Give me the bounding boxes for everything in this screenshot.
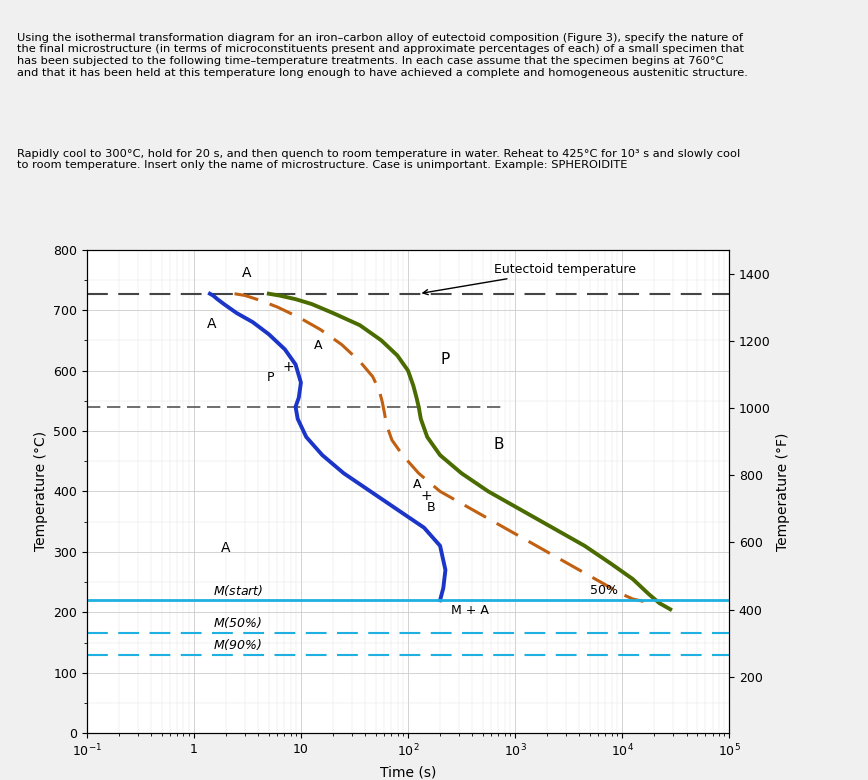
Text: +: + — [283, 360, 294, 374]
Text: P: P — [440, 353, 450, 367]
Text: $M$(start): $M$(start) — [214, 583, 264, 598]
Text: Using the isothermal transformation diagram for an iron–carbon alloy of eutectoi: Using the isothermal transformation diag… — [17, 33, 748, 77]
Text: A: A — [242, 267, 252, 280]
Text: B: B — [494, 437, 504, 452]
Text: Rapidly cool to 300°C, hold for 20 s, and then quench to room temperature in wat: Rapidly cool to 300°C, hold for 20 s, an… — [17, 148, 740, 170]
Text: A: A — [413, 478, 422, 491]
Y-axis label: Temperature (°C): Temperature (°C) — [34, 431, 48, 551]
Text: B: B — [427, 501, 436, 514]
Text: A: A — [313, 339, 322, 353]
Text: A: A — [207, 317, 216, 332]
Text: +: + — [421, 490, 432, 503]
Text: M + A: M + A — [450, 604, 489, 616]
Text: $M$(50%): $M$(50%) — [214, 615, 262, 630]
X-axis label: Time (s): Time (s) — [380, 765, 436, 779]
Text: A: A — [220, 541, 230, 555]
Text: Eutectoid temperature: Eutectoid temperature — [423, 263, 635, 295]
Text: 50%: 50% — [590, 584, 618, 597]
Text: P: P — [266, 370, 274, 384]
Y-axis label: Temperature (°F): Temperature (°F) — [776, 432, 790, 551]
Text: $M$(90%): $M$(90%) — [214, 636, 262, 651]
